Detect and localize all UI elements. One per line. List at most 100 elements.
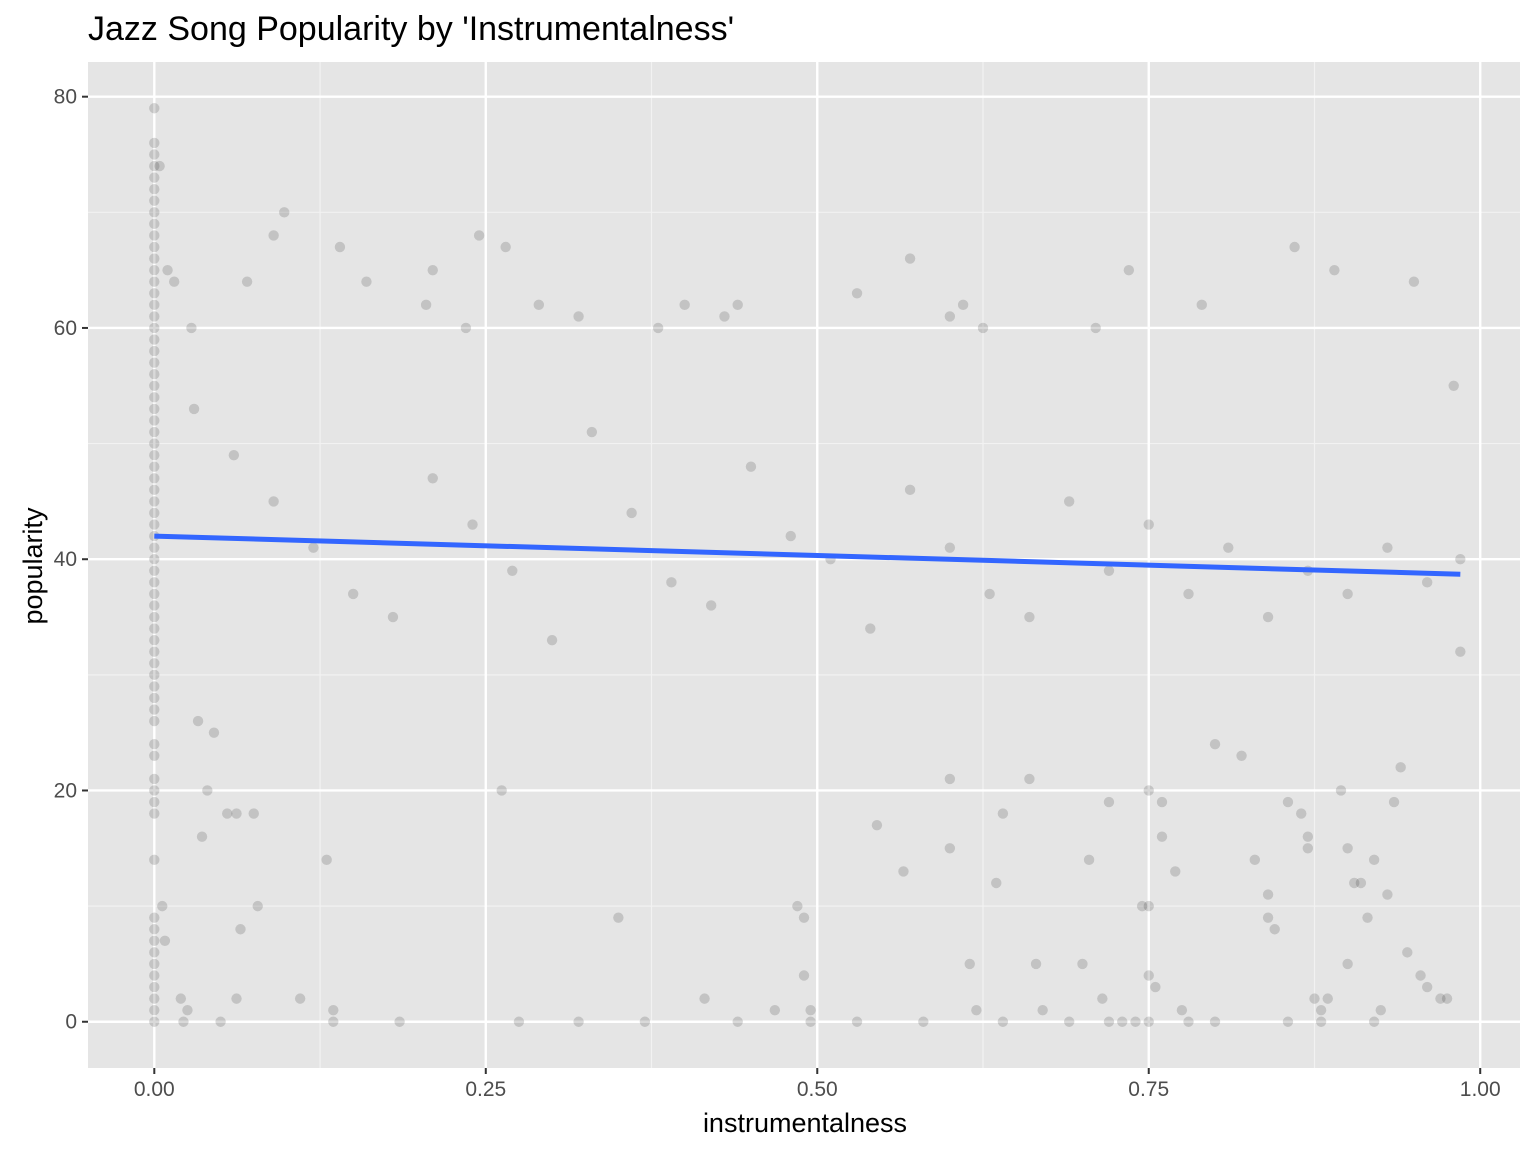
data-point: [294, 993, 306, 1004]
data-point: [215, 1016, 226, 1027]
data-point: [149, 692, 160, 704]
y-tick-label: 20: [54, 779, 77, 802]
data-point: [1335, 785, 1347, 796]
x-tick-label: 0.75: [1128, 1078, 1169, 1101]
data-point: [149, 357, 160, 368]
data-point: [248, 808, 259, 819]
data-point: [149, 276, 160, 287]
data-point: [1388, 796, 1400, 808]
data-point: [1024, 773, 1035, 785]
data-point: [427, 264, 438, 276]
trend-line-group: [154, 533, 1461, 577]
data-point: [971, 1004, 982, 1016]
data-point: [149, 195, 160, 206]
x-tick-label: 0.25: [465, 1078, 506, 1101]
data-point: [732, 1016, 743, 1027]
data-point: [334, 241, 346, 253]
data-point: [394, 1016, 405, 1027]
data-point: [149, 634, 160, 646]
x-tick-label: 0.50: [797, 1078, 838, 1101]
data-point: [268, 496, 279, 507]
data-point: [149, 658, 160, 669]
data-point: [149, 681, 160, 692]
data-point: [149, 958, 160, 970]
data-point: [149, 484, 160, 496]
data-point: [1408, 276, 1420, 287]
data-point: [149, 750, 160, 761]
data-point: [328, 1016, 339, 1027]
data-point: [918, 1016, 929, 1027]
data-point: [613, 912, 624, 923]
data-point: [1296, 808, 1307, 819]
data-point: [1176, 1004, 1188, 1016]
data-point: [1183, 588, 1194, 600]
data-point: [513, 1016, 525, 1027]
data-point: [149, 299, 160, 311]
data-point: [157, 900, 168, 912]
data-point: [1282, 796, 1294, 808]
data-point: [149, 565, 160, 576]
data-point: [149, 704, 160, 715]
data-point: [626, 507, 637, 519]
data-point: [192, 715, 204, 727]
data-point: [149, 554, 160, 565]
data-point: [1455, 646, 1466, 657]
data-point: [321, 854, 332, 866]
data-point: [1136, 900, 1148, 912]
data-point: [1309, 993, 1320, 1004]
data-point: [1435, 993, 1446, 1004]
data-point: [149, 288, 160, 299]
data-point: [1083, 854, 1095, 866]
data-point: [387, 611, 399, 623]
data-point: [186, 322, 197, 334]
data-point: [1382, 889, 1393, 900]
grid-minor: [88, 62, 1520, 1068]
data-point: [798, 912, 810, 923]
data-point: [1030, 958, 1042, 970]
data-point: [149, 1004, 160, 1016]
data-point: [1143, 1016, 1154, 1027]
data-point: [149, 207, 160, 218]
data-point: [1302, 831, 1314, 842]
data-point: [1362, 912, 1373, 923]
data-point: [235, 924, 246, 935]
data-point: [149, 426, 160, 438]
data-point: [149, 160, 160, 172]
data-point: [149, 334, 160, 345]
data-point: [149, 924, 160, 935]
data-point: [1355, 877, 1367, 889]
data-point: [1156, 831, 1168, 842]
data-point: [149, 808, 160, 819]
data-point: [798, 970, 810, 981]
data-points: [149, 103, 1466, 1027]
data-point: [361, 276, 372, 287]
data-point: [149, 415, 160, 426]
data-point: [168, 276, 180, 287]
data-point: [679, 299, 690, 311]
data-point: [231, 808, 242, 819]
data-point: [1282, 1016, 1294, 1027]
data-point: [1077, 958, 1088, 970]
data-point: [182, 1004, 193, 1016]
data-point: [1090, 322, 1101, 334]
data-point: [149, 137, 160, 149]
data-point: [732, 299, 743, 311]
data-point: [1375, 1004, 1386, 1016]
data-point: [149, 253, 160, 264]
data-point: [1262, 611, 1274, 623]
data-point: [149, 218, 160, 230]
data-point: [496, 785, 507, 796]
data-point: [1421, 577, 1433, 588]
data-point: [586, 426, 598, 438]
data-point: [467, 519, 478, 530]
data-point: [222, 808, 233, 819]
data-point: [154, 160, 165, 172]
data-point: [202, 785, 213, 796]
data-point: [1037, 1004, 1048, 1016]
data-point: [1209, 1016, 1221, 1027]
data-point: [241, 276, 253, 287]
data-point: [149, 461, 160, 472]
data-point: [149, 912, 160, 923]
y-axis-title: popularity: [18, 507, 48, 625]
data-point: [699, 993, 710, 1004]
